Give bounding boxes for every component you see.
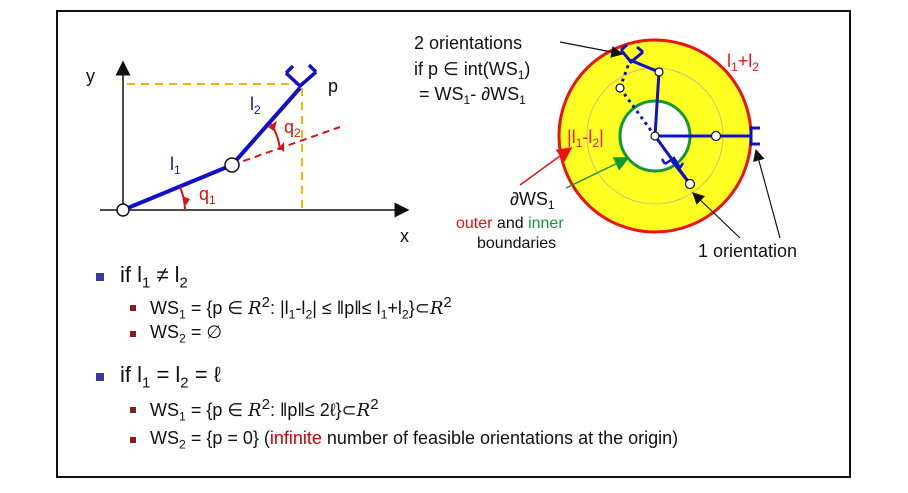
ws1-equal: WS1 = {p ∈ R2: ‖p‖≤ 2ℓ}⊂R2 <box>130 396 379 424</box>
ws2-equal: WS2 = {p = 0} (infinite number of feasib… <box>130 428 678 452</box>
angle-q2-label: q2 <box>284 117 301 140</box>
outer-radius-label: l1+l2 <box>727 51 759 74</box>
ws-elbow-radial <box>710 130 722 142</box>
bullet-marker <box>96 272 104 281</box>
bullet-marker <box>130 304 136 311</box>
point-p-label: p <box>328 76 338 96</box>
arm-config-a-link1 <box>653 71 661 137</box>
two-orientations-cond: if p ∈ int(WS1) <box>414 59 530 82</box>
ws-elbow-a <box>654 67 664 77</box>
pointer-inner-boundary <box>565 157 630 189</box>
pointer-1-orientation-a <box>692 192 741 239</box>
bullet-marker <box>130 406 136 413</box>
boundary-desc-2: boundaries <box>477 235 556 252</box>
link2-label: l2 <box>250 94 261 117</box>
base-joint <box>116 203 130 217</box>
ws2-unequal: WS2 = ∅ <box>130 322 222 346</box>
bullet-marker <box>130 436 136 443</box>
y-axis-label: y <box>86 66 95 86</box>
boundary-ws-label: ∂WS1 <box>510 189 555 212</box>
bullet-marker <box>130 330 136 337</box>
x-axis-label: x <box>400 226 409 246</box>
case-equal: if l1 = l2 = ℓ <box>96 362 221 391</box>
one-orientation-label: 1 orientation <box>698 241 797 261</box>
arm-config-b-link2 <box>618 59 632 89</box>
ws-base-joint <box>650 131 660 141</box>
link1-label: l1 <box>170 154 181 177</box>
angle-q1-label: q1 <box>199 184 216 207</box>
link2 <box>230 86 302 167</box>
pointer-2-orientations <box>559 41 624 58</box>
pointer-1-orientation-b <box>753 148 781 239</box>
arm-config-a-link2 <box>629 58 660 74</box>
pointer-outer-boundary <box>519 147 573 186</box>
arm-diagram: y x p l1 l2 q1 q2 <box>86 60 410 246</box>
link1 <box>122 163 233 212</box>
gripper-icon <box>284 63 318 89</box>
gripper-inner-icon <box>660 156 685 169</box>
boundary-desc: outer and inner <box>456 215 564 232</box>
inner-radius-label: |l1-l2| <box>567 127 604 150</box>
elbow-joint <box>224 157 240 173</box>
bullet-marker <box>96 372 104 381</box>
two-orientations-eq: = WS1- ∂WS1 <box>419 84 526 107</box>
two-orientations-label: 2 orientations <box>414 33 522 53</box>
gripper-right-icon <box>749 126 760 146</box>
arm-config-b-link1 <box>618 87 657 137</box>
ws-elbow-inner <box>684 178 696 190</box>
ws-elbow-b <box>615 83 625 93</box>
ws1-unequal: WS1 = {p ∈ R2: |l1-l2| ≤ ‖p‖≤ l1+l2}⊂R2 <box>130 294 452 322</box>
case-unequal: if l1 ≠ l2 <box>96 262 188 291</box>
workspace-diagram: 2 orientations if p ∈ int(WS1) = WS1- ∂W… <box>414 33 797 261</box>
